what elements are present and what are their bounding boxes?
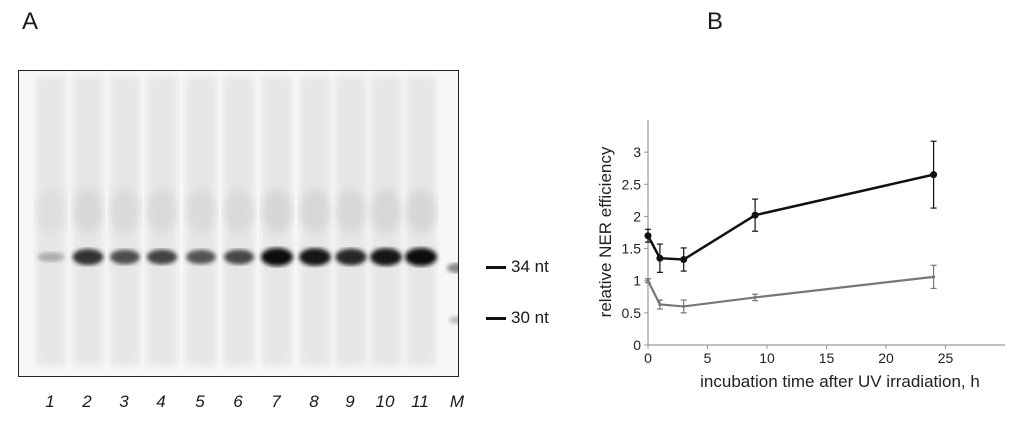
panel-label-b: B [707,8,724,35]
y-tick-label: 2 [633,208,641,224]
lane-label-1: 1 [45,392,55,411]
x-tick-label: 5 [704,350,712,366]
gel-lane-2 [72,76,104,366]
gel-lane-5 [186,76,216,366]
lane-label-8: 8 [309,392,319,411]
y-axis-label: relative NER efficiency [596,146,615,317]
lane-label-6: 6 [233,392,243,411]
x-axis-label: incubation time after UV irradiation, h [700,372,980,391]
gel-lane-4 [146,76,178,366]
y-tick-label: 1 [633,273,641,289]
lane-label-11: 11 [411,392,429,411]
marker-34-tick [486,266,506,269]
y-tick-label: 0.5 [622,305,642,321]
series-line [646,173,934,261]
lane-label-9: 9 [345,392,355,411]
marker-30-tick [486,317,506,320]
gel-lane-1 [36,76,66,366]
marker-30-label: 30 nt [511,308,549,327]
panel-label-a: A [22,8,39,35]
gel-lane-7 [261,76,293,366]
y-tick-label: 0 [633,337,641,353]
series-1 [644,140,938,273]
series-line [647,275,934,308]
x-tick-label: 25 [938,350,954,366]
lane-label-4: 4 [156,392,166,411]
data-point [932,275,936,279]
y-tick-label: 3 [633,144,641,160]
gel-lane-3 [110,76,140,366]
data-point [680,256,688,263]
marker-34-label: 34 nt [511,257,549,276]
series-2 [645,264,937,314]
lane-label-10: 10 [375,392,395,411]
x-tick-label: 10 [759,350,775,366]
gel-image [18,70,459,377]
gel-lane-8 [299,76,331,366]
data-point [751,211,759,219]
gel-lane-10 [370,76,402,366]
gel-lane-M [447,263,458,324]
gel-lane-6 [223,76,255,366]
lane-label-7: 7 [271,392,281,411]
data-point [646,279,650,283]
data-point [644,232,652,240]
data-point [658,302,662,307]
lane-label-M: M [449,392,465,411]
lane-label-2: 2 [82,392,92,411]
lane-label-3: 3 [119,392,129,411]
data-point [682,304,686,309]
x-tick-label: 15 [819,350,835,366]
data-point [930,171,938,179]
y-tick-label: 2.5 [622,176,642,192]
x-tick-label: 0 [644,350,652,366]
gel-lane-11 [405,76,437,366]
x-tick-label: 20 [878,350,894,366]
data-point [753,295,757,300]
y-tick-label: 1.5 [622,241,642,257]
data-point [656,254,664,262]
gel-lane-9 [335,76,367,366]
lane-label-5: 5 [195,392,205,411]
